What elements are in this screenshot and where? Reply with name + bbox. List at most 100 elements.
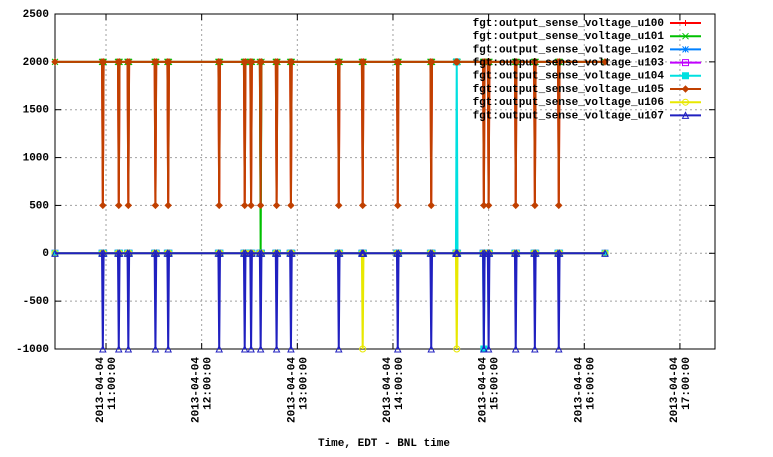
- point-marker: [215, 201, 223, 210]
- point-marker: [240, 344, 249, 353]
- point-marker: [257, 58, 266, 66]
- y-tick-label: 2000: [23, 57, 49, 69]
- point-marker: [247, 201, 255, 210]
- point-marker: [248, 249, 256, 257]
- legend-label: fgt:output_sense_voltage_u101: [473, 31, 665, 43]
- point-marker: [99, 201, 107, 210]
- point-marker: [151, 344, 160, 353]
- point-marker: [427, 344, 436, 353]
- point-marker: [359, 249, 368, 257]
- point-marker: [335, 201, 343, 210]
- point-marker: [125, 58, 133, 66]
- y-tick-label: 1000: [23, 152, 49, 164]
- x-tick-label: 2013-04-04 16:00:00: [573, 357, 597, 423]
- point-marker: [427, 201, 435, 210]
- point-marker: [393, 344, 402, 353]
- point-marker: [165, 249, 173, 257]
- x-tick-label: 2013-04-04 14:00:00: [382, 357, 406, 423]
- legend-marker: [682, 46, 689, 53]
- legend-marker: [682, 59, 689, 67]
- x-tick-label: 2013-04-04 11:00:00: [95, 357, 119, 423]
- point-marker: [273, 58, 282, 66]
- point-marker: [99, 249, 108, 257]
- point-marker: [51, 58, 59, 66]
- point-marker: [359, 345, 367, 353]
- point-marker: [428, 58, 436, 66]
- point-marker: [484, 201, 493, 210]
- x-tick-label: 2013-04-04 13:00:00: [286, 357, 310, 423]
- point-marker: [164, 201, 172, 210]
- legend: fgt:output_sense_voltage_u100fgt:output_…: [473, 18, 701, 122]
- point-marker: [480, 344, 488, 353]
- y-tick-label: 1500: [23, 105, 49, 117]
- point-marker: [216, 249, 224, 257]
- point-marker: [152, 249, 161, 257]
- point-marker: [512, 201, 520, 210]
- point-marker: [512, 249, 521, 257]
- point-marker: [601, 58, 609, 66]
- point-marker: [165, 58, 173, 66]
- point-marker: [115, 249, 124, 257]
- point-marker: [394, 249, 403, 257]
- point-marker: [511, 344, 520, 353]
- point-marker: [99, 344, 107, 353]
- x-tick-label: 2013-04-04 12:00:00: [191, 357, 215, 423]
- legend-marker: [682, 32, 689, 40]
- point-marker: [114, 344, 123, 353]
- point-marker: [453, 345, 461, 353]
- point-marker: [115, 201, 123, 210]
- plot-frame: [54, 13, 716, 350]
- point-marker: [125, 249, 133, 257]
- point-marker: [480, 201, 488, 210]
- point-marker: [51, 249, 59, 257]
- point-marker: [334, 344, 343, 353]
- legend-label: fgt:output_sense_voltage_u104: [473, 71, 665, 83]
- legend-label: fgt:output_sense_voltage_u100: [473, 18, 664, 30]
- series-line: [55, 252, 605, 350]
- point-marker: [247, 344, 255, 353]
- point-marker: [394, 201, 402, 210]
- y-tick-label: -1000: [16, 344, 49, 356]
- legend-marker: [681, 85, 690, 93]
- point-marker: [358, 201, 367, 210]
- point-marker: [287, 201, 295, 210]
- point-marker: [335, 249, 344, 257]
- point-marker: [288, 58, 296, 66]
- point-marker: [531, 344, 539, 353]
- point-marker: [555, 201, 563, 210]
- point-marker: [241, 58, 250, 66]
- y-tick-label: 0: [42, 248, 49, 260]
- point-marker: [99, 58, 108, 66]
- point-marker: [287, 249, 296, 257]
- y-tick-label: 2500: [23, 9, 49, 21]
- point-marker: [124, 344, 133, 353]
- point-marker: [485, 249, 494, 257]
- legend-marker: [682, 20, 689, 26]
- point-marker: [531, 58, 540, 66]
- legend-marker: [681, 111, 690, 119]
- legend-label: fgt:output_sense_voltage_u107: [473, 110, 664, 122]
- y-tick-label: 500: [29, 200, 49, 212]
- point-marker: [555, 249, 564, 257]
- point-marker: [273, 249, 282, 257]
- point-marker: [241, 201, 249, 210]
- legend-marker: [682, 98, 689, 106]
- point-marker: [394, 58, 403, 66]
- legend-label: fgt:output_sense_voltage_u106: [473, 97, 664, 109]
- point-marker: [257, 249, 266, 257]
- point-marker: [531, 249, 540, 257]
- x-tick-label: 2013-04-04 17:00:00: [669, 357, 693, 423]
- point-marker: [428, 249, 436, 257]
- point-marker: [287, 344, 295, 353]
- x-axis-label: Time, EDT - BNL time: [318, 438, 450, 450]
- point-marker: [216, 58, 224, 66]
- point-marker: [335, 58, 344, 66]
- point-marker: [272, 201, 281, 210]
- legend-label: fgt:output_sense_voltage_u102: [473, 44, 664, 56]
- y-tick-label: -500: [23, 296, 49, 308]
- legend-label: fgt:output_sense_voltage_u105: [473, 84, 665, 96]
- point-marker: [151, 201, 160, 210]
- point-marker: [555, 58, 564, 66]
- point-marker: [453, 249, 462, 257]
